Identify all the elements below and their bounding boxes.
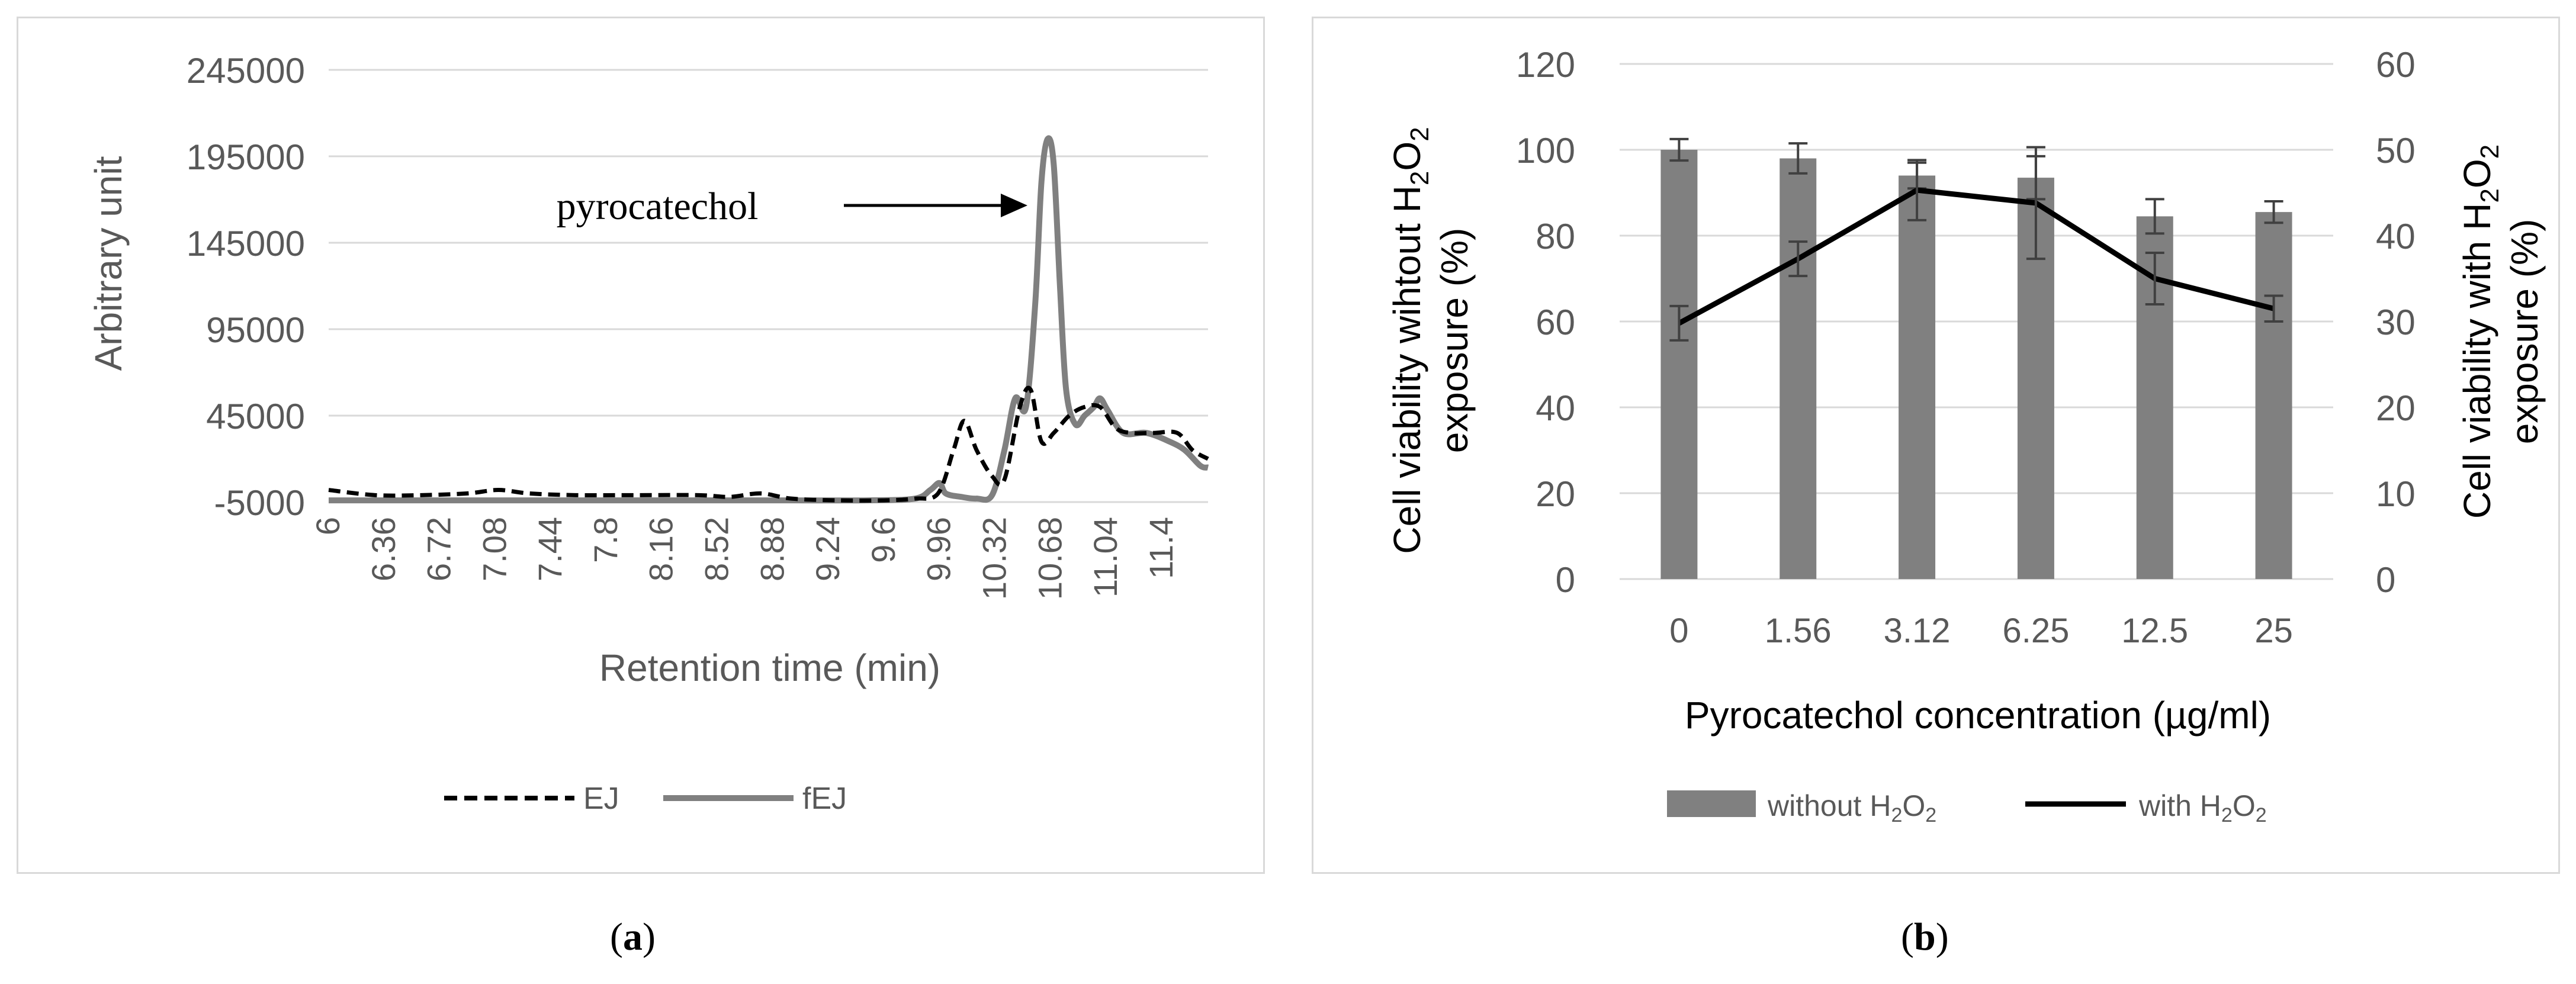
without-h2o2-bar — [2255, 212, 2292, 579]
legend-fej-label: fEJ — [802, 782, 847, 816]
chart-a-x-tick-label: 7.08 — [476, 517, 513, 581]
legend-without-swatch — [1667, 790, 1756, 817]
chart-a-x-axis-title: Retention time (min) — [599, 647, 940, 689]
chart-a-x-tick-label: 11.04 — [1087, 517, 1124, 597]
chart-a-y-axis-title: Arbitrary unit — [87, 156, 130, 371]
chart-a-y-tick-label: 95000 — [206, 310, 305, 350]
chart-b-line-series — [1669, 146, 2283, 342]
chart-b-x-tick-label: 12.5 — [2121, 612, 2188, 650]
chart-a-y-tick-label: -5000 — [214, 483, 305, 523]
chart-a-x-tick-label: 6.36 — [365, 517, 402, 581]
chart-b-left-y-tick-label: 120 — [1516, 45, 1575, 85]
chart-b-x-tick-label: 6.25 — [2002, 612, 2069, 650]
legend-without-label: without H2O2 — [1767, 789, 1936, 827]
chart-b-right-y-axis-title-line1: Cell viability with H2O2 — [2456, 144, 2504, 519]
chart-b-left-y-tick-label: 60 — [1536, 303, 1575, 342]
without-h2o2-bar — [1780, 158, 1817, 579]
chart-a-x-tick-label: 9.6 — [865, 517, 902, 563]
chart-b-x-tick-label: 3.12 — [1884, 612, 1951, 650]
fej-series-line — [329, 135, 1209, 504]
chart-b-right-y-tick-label: 40 — [2376, 217, 2416, 256]
chart-a-x-tick-label: 8.88 — [753, 517, 791, 581]
chart-b-legend: without H2O2 with H2O2 — [1667, 789, 2267, 827]
panel-b-frame — [1312, 17, 2560, 874]
without-h2o2-bar — [1660, 150, 1698, 579]
chart-b-left-y-axis-title-line2: exposure (%) — [1433, 228, 1476, 454]
chart-b-gridlines — [1620, 63, 2333, 580]
chart-a-x-tick-label: 9.96 — [920, 517, 958, 581]
chart-b-right-y-tick-label: 10 — [2376, 474, 2416, 514]
chart-b-x-axis-title: Pyrocatechol concentration (µg/ml) — [1685, 694, 2271, 737]
chart-b-right-y-axis-title-line2: exposure (%) — [2503, 219, 2546, 445]
caption-b: (b) — [1901, 915, 1949, 959]
chart-a-y-tick-label: 195000 — [187, 137, 305, 177]
ej-series-line — [328, 385, 1209, 503]
legend-with-label: with H2O2 — [2138, 789, 2267, 827]
chart-a-x-tick-label: 8.16 — [643, 517, 680, 581]
chart-b-x-tick-label: 1.56 — [1765, 612, 1832, 650]
chart-a-legend: EJ fEJ — [444, 782, 847, 816]
pyrocatechol-annotation: pyrocatechol — [557, 185, 759, 228]
chart-a-x-tick-label: 11.4 — [1142, 517, 1180, 579]
chart-b-left-y-ticks: 0 20 40 60 80 100 120 — [1516, 45, 1575, 600]
chart-b-x-ticks: 0 1.56 3.12 6.25 12.5 25 — [1669, 612, 2293, 650]
without-h2o2-bar — [1899, 175, 1936, 579]
chart-b-left-y-tick-label: 20 — [1536, 474, 1575, 514]
chart-b-left-y-axis-title-line1: Cell viability wihtout H2O2 — [1386, 127, 1434, 554]
chart-b-left-y-tick-label: 80 — [1536, 217, 1575, 256]
chart-a-y-tick-label: 145000 — [187, 224, 305, 263]
pyrocatechol-arrow-head — [1001, 194, 1027, 217]
with-h2o2-line — [1678, 187, 2275, 326]
chart-a-x-tick-label: 7.8 — [587, 517, 624, 563]
chart-b-bars — [1660, 137, 2292, 579]
chart-a-x-tick-label: 10.68 — [1031, 517, 1068, 600]
chart-a-x-tick-label: 6 — [309, 517, 346, 535]
chart-b-right-y-tick-label: 60 — [2376, 45, 2416, 85]
chart-a-y-ticks: 245000 195000 145000 95000 45000 -5000 — [187, 51, 305, 523]
chart-a-x-tick-label: 8.52 — [698, 517, 735, 581]
legend-ej-label: EJ — [583, 782, 619, 816]
chart-b-right-y-tick-label: 50 — [2376, 131, 2416, 171]
chart-b-left-y-tick-label: 40 — [1536, 388, 1575, 428]
chart-b-right-y-tick-label: 30 — [2376, 303, 2416, 342]
chart-a-x-tick-label: 7.44 — [531, 517, 568, 581]
chart-a-y-tick-label: 245000 — [187, 51, 305, 91]
caption-a: (a) — [610, 915, 656, 959]
chart-b-right-y-tick-label: 20 — [2376, 388, 2416, 428]
chart-a-gridlines — [329, 69, 1208, 503]
chart-b-left-y-tick-label: 100 — [1516, 131, 1575, 171]
chart-a-y-tick-label: 45000 — [206, 397, 305, 436]
chart-a-x-ticks: 6 6.36 6.72 7.08 7.44 7.8 8.16 8.52 8.88 9.24 9.6 9… — [309, 517, 1180, 600]
chart-b-x-tick-label: 0 — [1669, 612, 1688, 650]
chart-a-x-tick-label: 10.32 — [975, 517, 1013, 600]
chart-b: 0 20 40 60 80 100 120 0 10 20 30 40 50 60 0 1.56 3.12 6… — [1386, 45, 2546, 827]
chart-b-right-y-tick-label: 0 — [2376, 560, 2395, 600]
chart-a-x-tick-label: 6.72 — [420, 517, 458, 581]
chart-b-left-y-tick-label: 0 — [1556, 560, 1575, 600]
chart-b-right-y-ticks: 0 10 20 30 40 50 60 — [2376, 45, 2416, 600]
chart-a-series — [328, 135, 1209, 504]
chart-b-x-tick-label: 25 — [2254, 612, 2293, 650]
panel-a-frame — [17, 17, 1265, 874]
chart-a-x-tick-label: 9.24 — [809, 517, 846, 581]
